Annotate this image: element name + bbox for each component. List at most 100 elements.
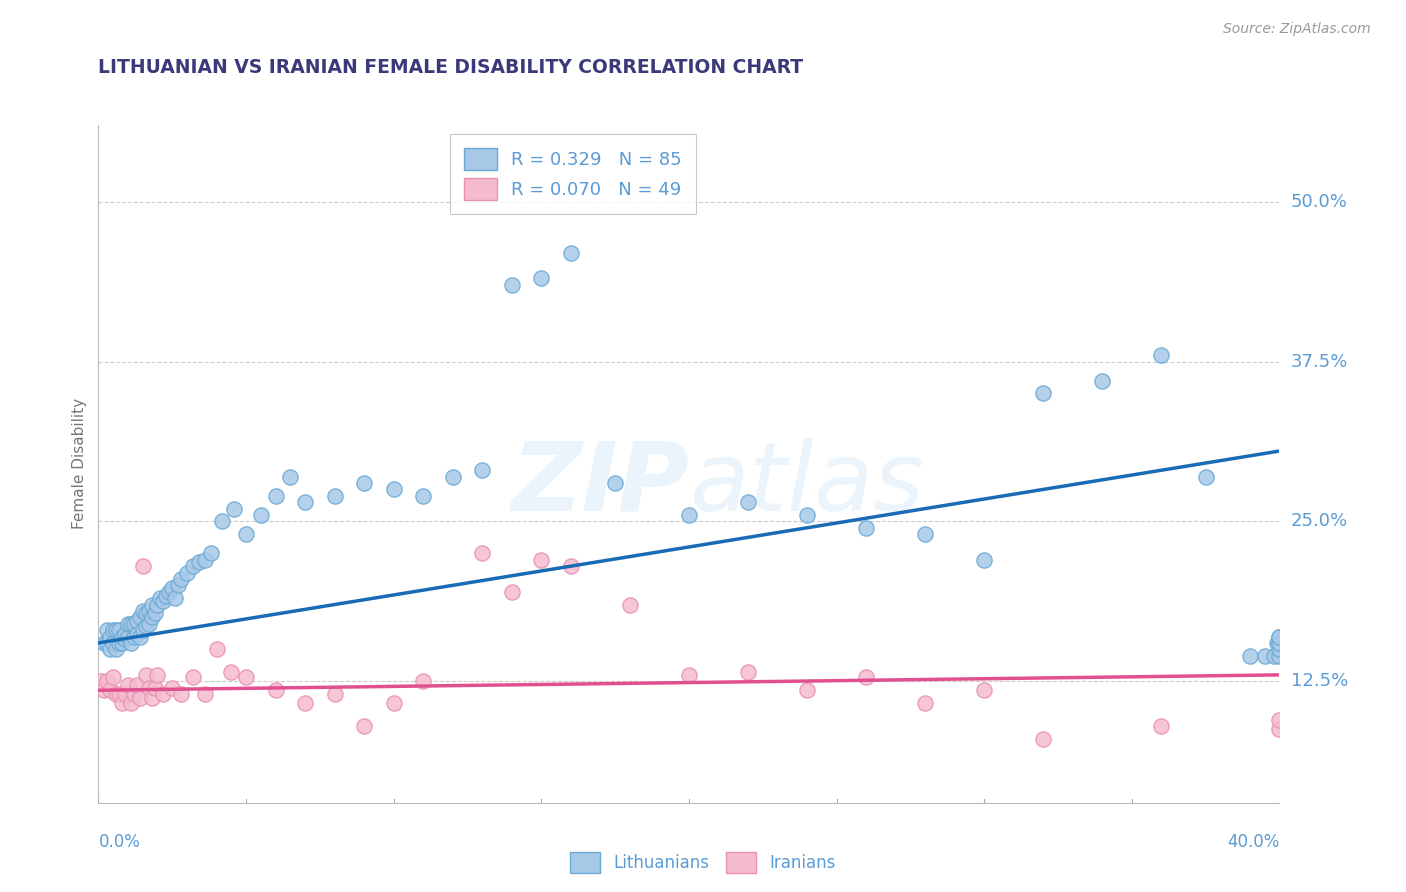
Point bbox=[114, 632, 136, 646]
Point bbox=[105, 687, 128, 701]
Text: LITHUANIAN VS IRANIAN FEMALE DISABILITY CORRELATION CHART: LITHUANIAN VS IRANIAN FEMALE DISABILITY … bbox=[98, 58, 804, 77]
Point bbox=[1091, 374, 1114, 388]
Point bbox=[162, 681, 183, 695]
Point bbox=[219, 665, 242, 680]
Point bbox=[1268, 722, 1291, 736]
Point bbox=[170, 687, 193, 701]
Point bbox=[108, 687, 131, 701]
Point bbox=[973, 683, 995, 698]
Point bbox=[138, 604, 160, 618]
Point bbox=[1150, 719, 1173, 733]
Text: 0.0%: 0.0% bbox=[98, 833, 141, 851]
Point bbox=[1268, 630, 1291, 644]
Point bbox=[108, 636, 131, 650]
Point bbox=[103, 623, 125, 637]
Point bbox=[914, 527, 936, 541]
Point bbox=[125, 614, 148, 628]
Point bbox=[1150, 348, 1173, 362]
Point bbox=[382, 696, 405, 710]
Point bbox=[117, 616, 139, 631]
Point bbox=[141, 598, 163, 612]
Point bbox=[796, 508, 818, 522]
Point bbox=[157, 584, 180, 599]
Point bbox=[96, 636, 118, 650]
Point bbox=[211, 515, 233, 529]
Point bbox=[162, 581, 183, 595]
Point bbox=[471, 463, 494, 477]
Point bbox=[412, 674, 434, 689]
Point bbox=[122, 616, 145, 631]
Point bbox=[146, 598, 169, 612]
Point bbox=[111, 630, 134, 644]
Point bbox=[323, 687, 346, 701]
Point bbox=[114, 627, 136, 641]
Point bbox=[141, 690, 163, 705]
Point bbox=[530, 553, 553, 567]
Text: ZIP: ZIP bbox=[510, 438, 689, 531]
Point bbox=[103, 636, 125, 650]
Point bbox=[98, 642, 121, 657]
Point bbox=[93, 683, 115, 698]
Point bbox=[143, 607, 166, 621]
Point bbox=[323, 489, 346, 503]
Point bbox=[165, 591, 187, 606]
Point bbox=[152, 593, 174, 607]
Point bbox=[441, 469, 464, 483]
Point bbox=[605, 476, 627, 491]
Point bbox=[138, 681, 160, 695]
Point bbox=[501, 277, 523, 292]
Point bbox=[1032, 386, 1054, 401]
Point bbox=[294, 495, 316, 509]
Point bbox=[855, 521, 877, 535]
Point bbox=[135, 607, 157, 621]
Point bbox=[105, 623, 128, 637]
Point bbox=[224, 501, 246, 516]
Point bbox=[264, 489, 287, 503]
Point bbox=[98, 683, 121, 698]
Point bbox=[235, 527, 257, 541]
Point bbox=[294, 696, 316, 710]
Point bbox=[114, 687, 136, 701]
Point bbox=[111, 696, 134, 710]
Text: 50.0%: 50.0% bbox=[1291, 193, 1347, 211]
Point bbox=[135, 668, 157, 682]
Point bbox=[103, 670, 125, 684]
Point bbox=[973, 553, 995, 567]
Point bbox=[120, 636, 142, 650]
Point bbox=[560, 245, 582, 260]
Legend: R = 0.329   N = 85, R = 0.070   N = 49: R = 0.329 N = 85, R = 0.070 N = 49 bbox=[450, 134, 696, 214]
Point bbox=[855, 670, 877, 684]
Point bbox=[382, 483, 405, 497]
Point bbox=[149, 591, 172, 606]
Text: Source: ZipAtlas.com: Source: ZipAtlas.com bbox=[1223, 22, 1371, 37]
Point bbox=[1268, 713, 1291, 727]
Point bbox=[530, 271, 553, 285]
Point bbox=[167, 578, 190, 592]
Point bbox=[678, 668, 700, 682]
Point bbox=[353, 476, 375, 491]
Point bbox=[132, 604, 155, 618]
Point bbox=[96, 674, 118, 689]
Point bbox=[155, 589, 177, 603]
Point bbox=[1268, 636, 1291, 650]
Point bbox=[90, 674, 112, 689]
Point bbox=[678, 508, 700, 522]
Point bbox=[132, 559, 155, 574]
Point bbox=[98, 630, 121, 644]
Point bbox=[278, 469, 302, 483]
Point bbox=[353, 719, 375, 733]
Point bbox=[120, 696, 142, 710]
Point bbox=[194, 687, 217, 701]
Point bbox=[176, 566, 198, 580]
Point bbox=[128, 610, 150, 624]
Point bbox=[1268, 648, 1291, 663]
Point bbox=[194, 553, 217, 567]
Point bbox=[914, 696, 936, 710]
Point bbox=[471, 546, 494, 560]
Point bbox=[1265, 636, 1288, 650]
Point bbox=[264, 683, 287, 698]
Point bbox=[117, 678, 139, 692]
Point bbox=[125, 678, 148, 692]
Text: 40.0%: 40.0% bbox=[1227, 833, 1279, 851]
Point bbox=[105, 642, 128, 657]
